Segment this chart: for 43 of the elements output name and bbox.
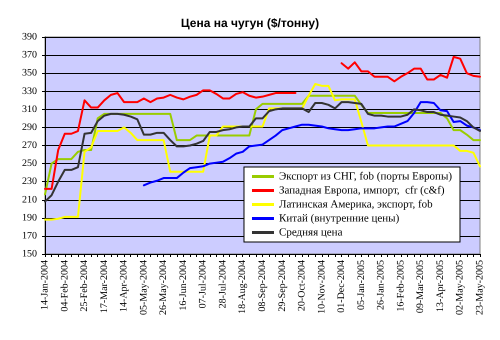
legend-label: Средняя цена: [278, 226, 343, 238]
x-tick-label: 29-Sep-2004: [276, 260, 288, 312]
y-tick-label: 330: [22, 86, 37, 97]
y-tick-label: 290: [22, 122, 37, 133]
x-tick-label: 04-Feb-2004: [59, 260, 70, 312]
legend-label: Экспорт из СНГ, fob (порты Европы): [278, 170, 452, 182]
x-tick-label: 25-Feb-2004: [79, 260, 90, 312]
x-tick-label: 05-May-2004: [138, 260, 150, 315]
x-tick-label: 14-Jan-2004: [40, 260, 50, 310]
y-tick-label: 210: [22, 194, 37, 206]
x-tick-label: 17-Mar-2004: [98, 260, 110, 314]
x-tick-label: 02-May-2005: [454, 260, 466, 315]
y-tick-label: 310: [22, 104, 37, 115]
x-tick-label: 26-May-2004: [158, 260, 170, 315]
x-tick-label: 28-Jul-2004: [217, 260, 228, 308]
x-tick-label: 14-Apr-2004: [118, 260, 130, 312]
y-tick-label: 230: [22, 176, 37, 188]
y-tick-label: 390: [22, 32, 37, 42]
legend-label: Латинская Америка, экспорт, fob: [278, 198, 434, 210]
x-tick-label: 18-Aug-2004: [237, 260, 248, 314]
x-tick-label: 23-May-2005: [474, 260, 486, 315]
x-tick-label: 09-Mar-2005: [415, 260, 426, 314]
y-tick-label: 190: [22, 212, 37, 224]
x-tick-label: 16-Jun-2004: [178, 260, 189, 311]
y-tick-label: 250: [22, 158, 37, 170]
line-series: [142, 101, 481, 186]
legend-label: Западная Европа, импорт, cfr (c&f): [278, 184, 445, 196]
x-tick-label: 13-Apr-2005: [434, 260, 446, 312]
x-tick-label: 26-Jan-2005: [376, 260, 387, 310]
x-tick-label: 08-Sep-2004: [257, 260, 268, 312]
x-tick-label: 16-Feb-2005: [395, 260, 406, 312]
legend-label: Китай (внутренние цены): [278, 212, 400, 224]
y-tick-label: 150: [22, 248, 37, 260]
x-tick-label: 10-Nov-2004: [316, 260, 328, 314]
y-tick-label: 370: [22, 50, 37, 61]
x-tick-label: 20-Oct-2004: [296, 260, 308, 312]
y-tick-label: 270: [22, 140, 37, 151]
x-tick-label: 01-Dec-2004: [336, 260, 348, 313]
x-tick-label: 05-Jan-2005: [356, 260, 367, 310]
y-tick-label: 350: [22, 68, 37, 79]
chart-title: Цена на чугун ($/тонну): [180, 16, 320, 30]
y-tick-label: 170: [22, 230, 37, 242]
x-tick-label: 07-Jul-2004: [198, 260, 209, 308]
